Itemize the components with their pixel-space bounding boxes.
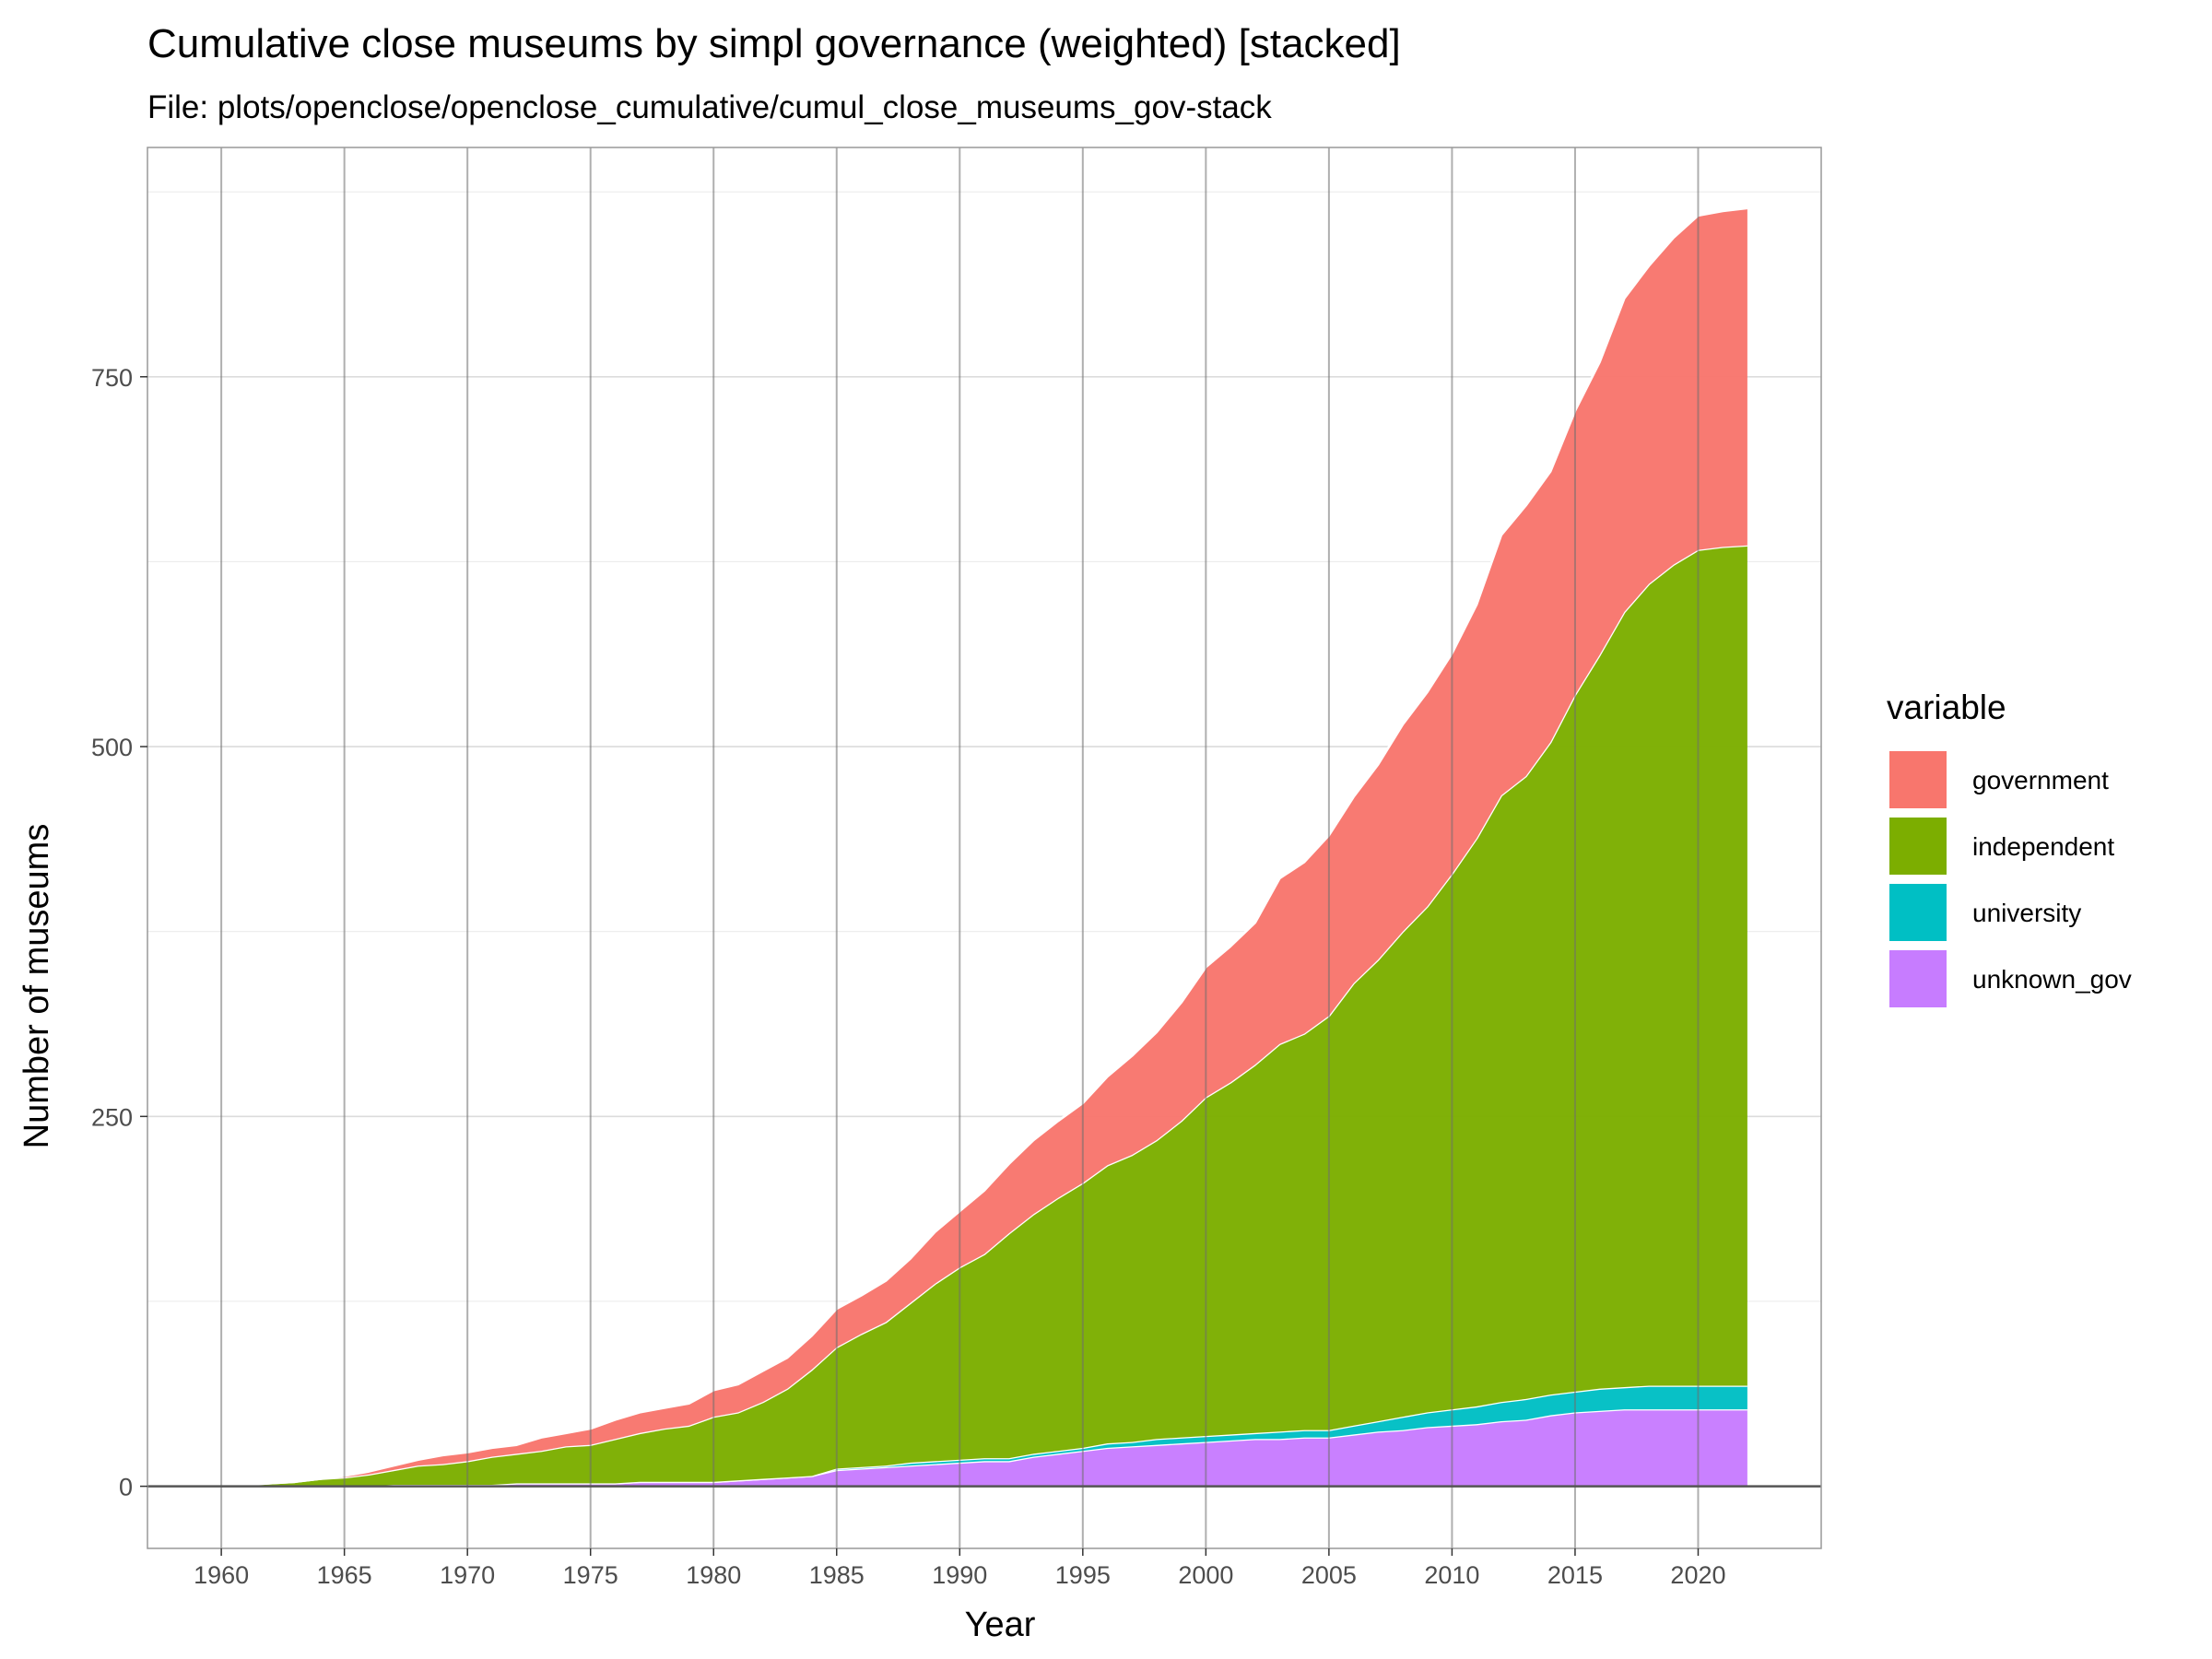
y-tick-label: 0 xyxy=(119,1474,133,1501)
x-tick-label: 2005 xyxy=(1301,1561,1357,1589)
area-unknown-gov xyxy=(221,1409,1747,1487)
legend-item-independent: independent xyxy=(1889,818,2114,875)
panel-border xyxy=(147,147,1822,1549)
legend-label: independent xyxy=(1972,832,2114,861)
legend-item-university: university xyxy=(1889,884,2081,941)
x-tick-label: 1980 xyxy=(686,1561,741,1589)
x-axis: 1960 1965 1970 1975 1980 1985 1990 1995 2000 2005… xyxy=(194,1548,1726,1589)
area-university xyxy=(221,1385,1747,1487)
legend-item-unknown-gov: unknown_gov xyxy=(1889,950,2132,1007)
legend: variable government independent university… xyxy=(1887,688,2132,1007)
legend-label: university xyxy=(1972,899,2081,927)
y-axis: 0 250 500 750 xyxy=(91,364,147,1501)
x-tick-label: 1960 xyxy=(194,1561,249,1589)
legend-title: variable xyxy=(1887,688,2006,726)
x-tick-label: 1975 xyxy=(563,1561,618,1589)
x-axis-title: Year xyxy=(965,1606,1036,1644)
legend-item-government: government xyxy=(1889,751,2109,808)
y-tick-label: 750 xyxy=(91,364,133,392)
y-axis-title: Number of museums xyxy=(18,824,56,1149)
legend-label: unknown_gov xyxy=(1972,965,2132,994)
legend-label: government xyxy=(1972,766,2109,794)
plot-panel xyxy=(147,147,1822,1549)
area-independent xyxy=(221,545,1747,1487)
stacked-areas xyxy=(221,206,1748,1488)
legend-swatch xyxy=(1889,818,1947,875)
x-tick-label: 2000 xyxy=(1178,1561,1233,1589)
x-tick-label: 1970 xyxy=(440,1561,495,1589)
vertical-year-lines xyxy=(220,147,1700,1548)
legend-swatch xyxy=(1889,950,1947,1007)
area-outline-government xyxy=(221,206,1748,1488)
legend-swatch xyxy=(1889,884,1947,941)
area-government xyxy=(221,207,1747,1487)
chart-subtitle: File: plots/openclose/openclose_cumulati… xyxy=(147,89,1272,125)
x-tick-label: 2020 xyxy=(1670,1561,1725,1589)
x-tick-label: 2010 xyxy=(1424,1561,1479,1589)
x-tick-label: 2015 xyxy=(1547,1561,1603,1589)
x-tick-label: 1990 xyxy=(932,1561,987,1589)
y-tick-label: 500 xyxy=(91,734,133,761)
chart-title: Cumulative close museums by simpl govern… xyxy=(147,21,1401,66)
x-tick-label: 1965 xyxy=(317,1561,372,1589)
legend-swatch xyxy=(1889,751,1947,808)
y-tick-label: 250 xyxy=(91,1103,133,1131)
x-tick-label: 1985 xyxy=(809,1561,865,1589)
x-tick-label: 1995 xyxy=(1055,1561,1111,1589)
